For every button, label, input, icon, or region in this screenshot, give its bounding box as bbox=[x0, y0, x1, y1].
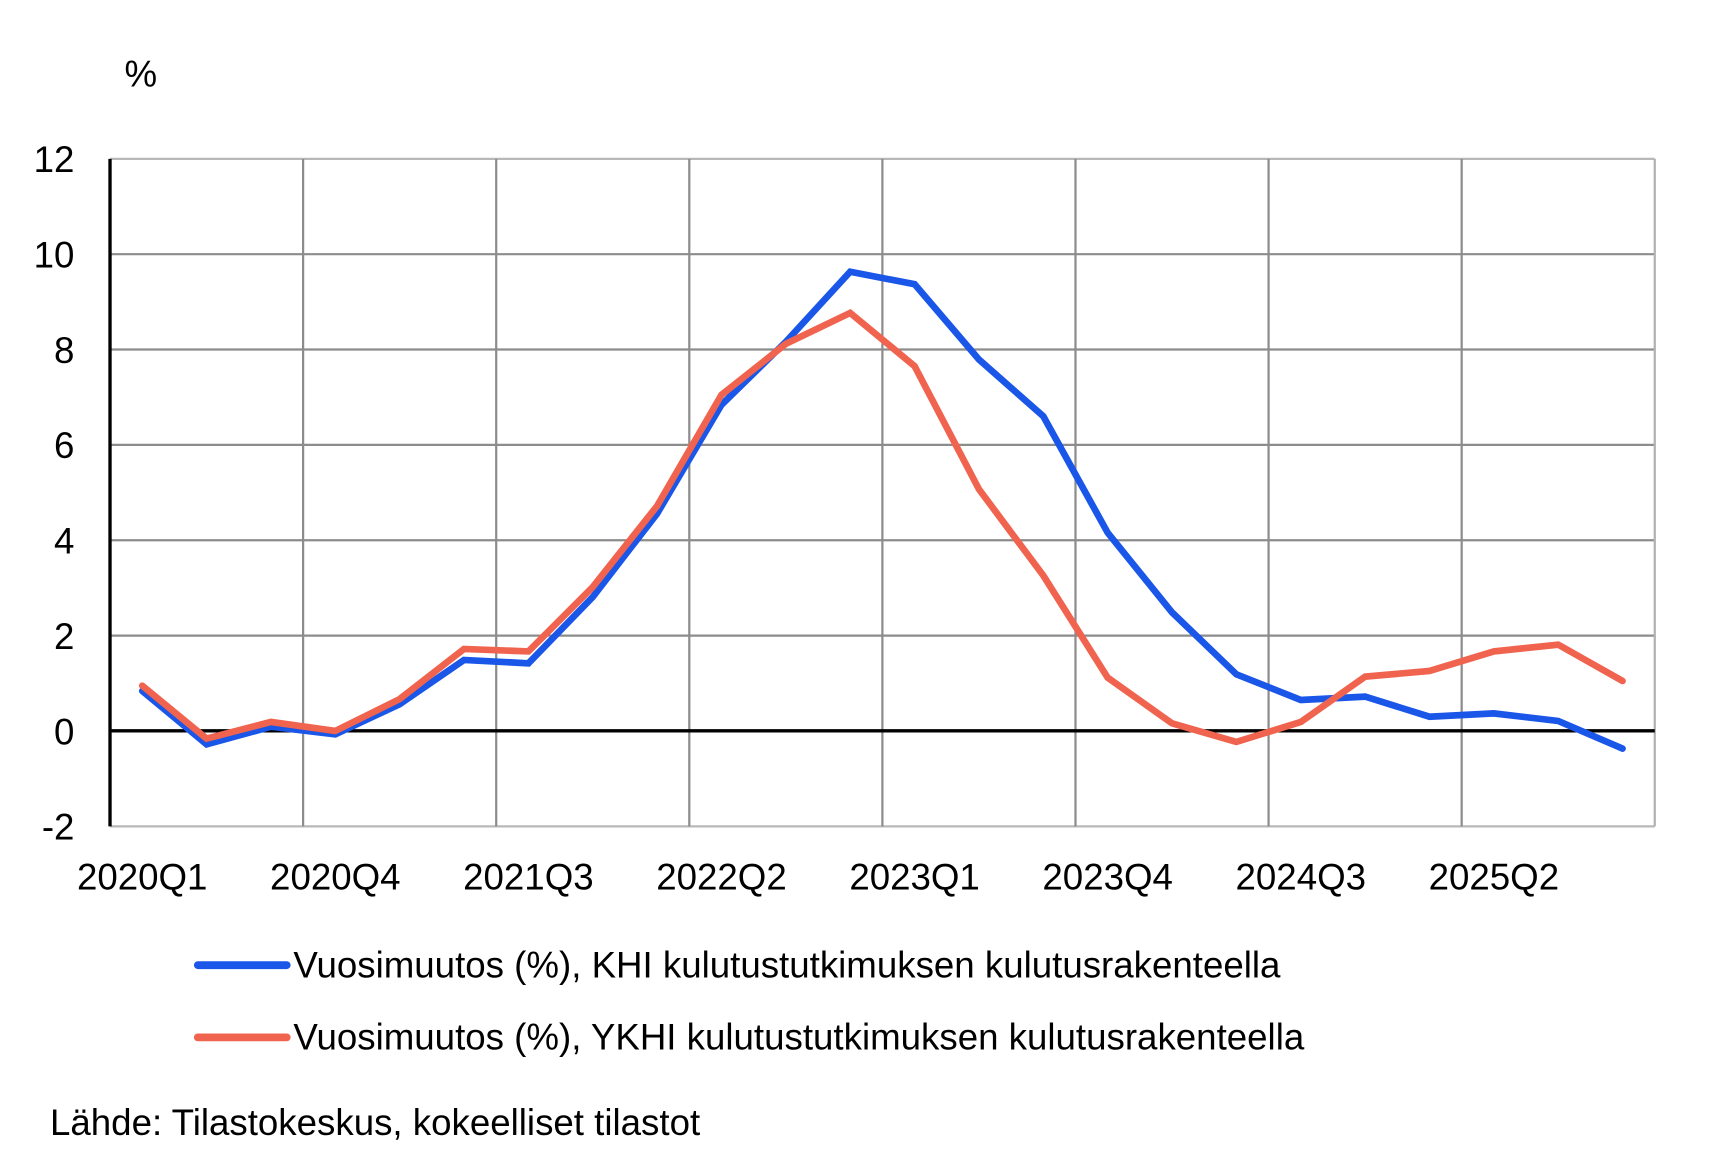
x-tick-label: 2023Q4 bbox=[1042, 857, 1172, 898]
legend-label-khi: Vuosimuutos (%), KHI kulutustutkimuksen … bbox=[293, 944, 1281, 985]
x-tick-label: 2023Q1 bbox=[849, 857, 979, 898]
legend-label-ykhi: Vuosimuutos (%), YKHI kulutustutkimuksen… bbox=[293, 1017, 1304, 1058]
x-tick-label: 2024Q3 bbox=[1236, 857, 1366, 898]
x-axis-tick-labels: 2020Q1 2020Q4 2021Q3 2022Q2 2023Q1 2023Q4 2024… bbox=[77, 857, 1559, 898]
source-note: Lähde: Tilastokeskus, kokeelliset tilast… bbox=[50, 1102, 700, 1143]
series-line-ykhi bbox=[138, 308, 1626, 746]
legend: Vuosimuutos (%), KHI kulutustutkimuksen … bbox=[193, 944, 1305, 1058]
legend-item-khi: Vuosimuutos (%), KHI kulutustutkimuksen … bbox=[193, 944, 1281, 985]
y-tick-label: 4 bbox=[54, 521, 74, 562]
series-line-khi bbox=[138, 268, 1626, 752]
y-axis-unit-label: % bbox=[124, 54, 157, 95]
data-series bbox=[138, 268, 1626, 752]
y-tick-label: 6 bbox=[54, 425, 74, 466]
x-tick-label: 2020Q1 bbox=[77, 857, 207, 898]
legend-item-ykhi: Vuosimuutos (%), YKHI kulutustutkimuksen… bbox=[193, 1017, 1305, 1058]
x-tick-label: 2021Q3 bbox=[463, 857, 593, 898]
y-tick-label: 2 bbox=[54, 616, 74, 657]
y-tick-label: 0 bbox=[54, 711, 74, 752]
x-tick-label: 2020Q4 bbox=[270, 857, 400, 898]
x-tick-label: 2022Q2 bbox=[656, 857, 786, 898]
x-tick-label: 2025Q2 bbox=[1429, 857, 1559, 898]
y-tick-label: -2 bbox=[42, 807, 75, 848]
y-tick-label: 12 bbox=[34, 139, 75, 180]
y-axis-tick-labels: -2 0 2 4 6 8 10 12 bbox=[34, 139, 75, 848]
y-tick-label: 10 bbox=[34, 235, 75, 276]
y-tick-label: 8 bbox=[54, 330, 74, 371]
